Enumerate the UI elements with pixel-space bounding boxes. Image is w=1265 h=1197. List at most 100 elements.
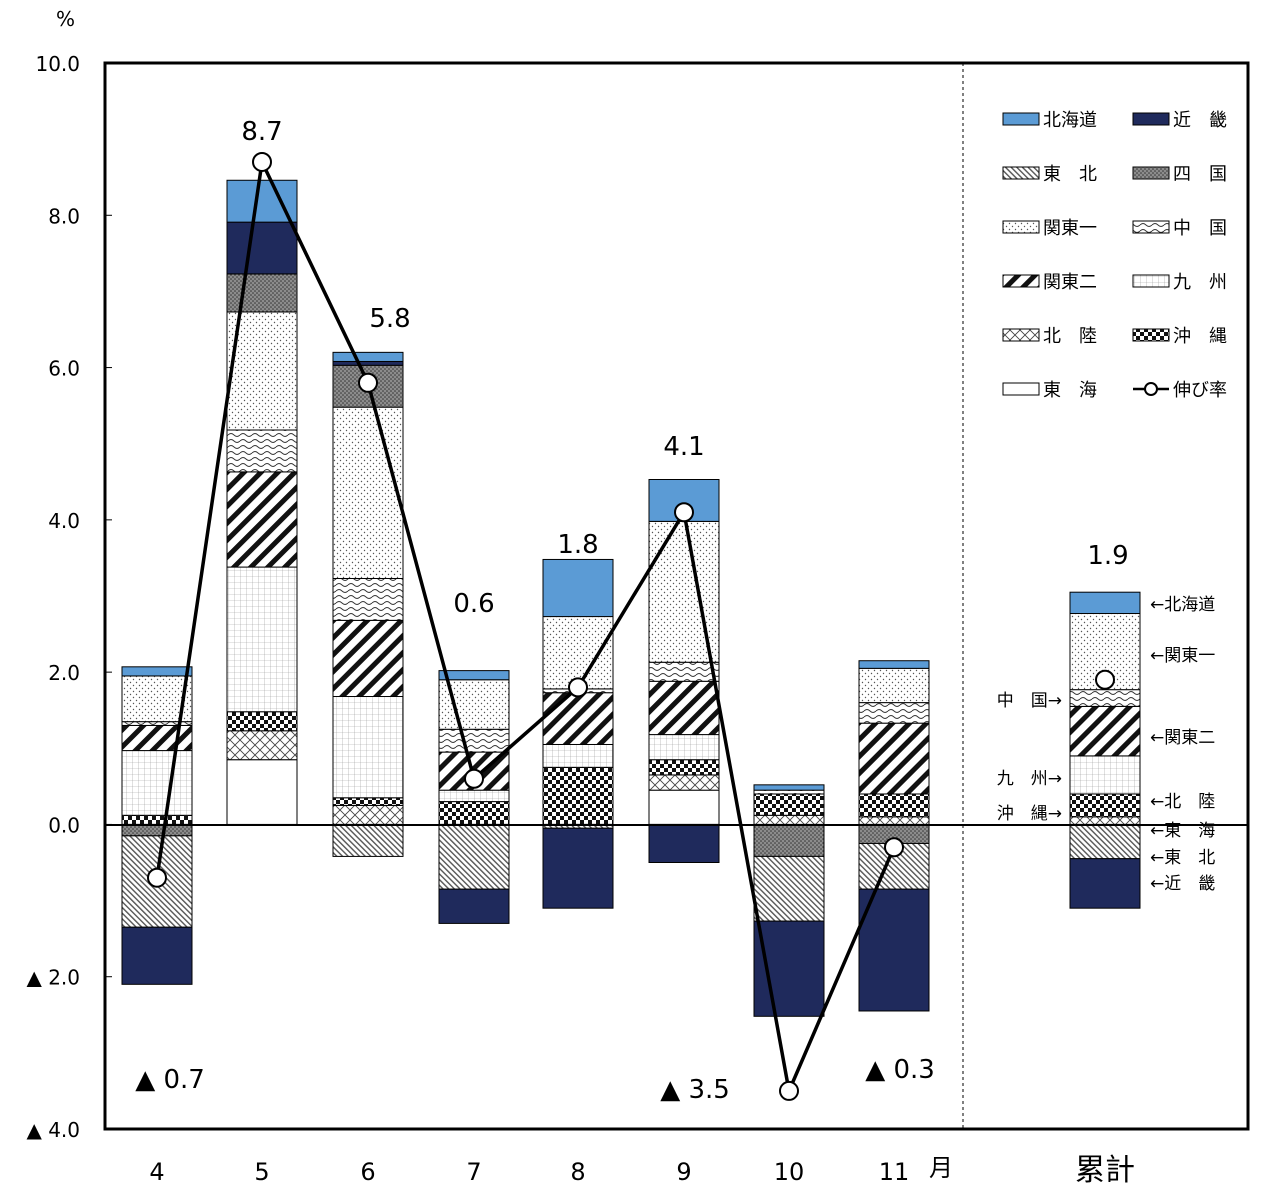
legend-label: 近 畿	[1173, 110, 1227, 131]
x-tick-label: 8	[570, 1158, 585, 1186]
legend-swatch	[1132, 220, 1170, 234]
bar-segment	[332, 619, 404, 698]
legend-swatch	[1002, 166, 1040, 180]
growth-rate-point	[252, 151, 272, 172]
bar-segment	[1069, 816, 1141, 825]
bar-segment	[753, 784, 825, 791]
growth-rate-point	[1095, 669, 1115, 690]
legend-label: 伸び率	[1173, 380, 1227, 401]
growth-rate-point	[674, 502, 694, 523]
bar-segment	[648, 774, 720, 791]
bar-segment	[438, 823, 510, 890]
bar-segment	[858, 816, 930, 825]
bar-segment	[753, 920, 825, 1017]
y-tick-label: 0.0	[48, 813, 80, 837]
bar-segment	[753, 855, 825, 922]
bar-segment	[332, 577, 404, 621]
legend-swatch	[1132, 328, 1170, 342]
cumulative-annotation: ←東 海	[1150, 821, 1215, 841]
y-tick-label: ▲ 2.0	[26, 966, 80, 990]
bar-segment	[648, 680, 720, 736]
data-label: 1.9	[1087, 541, 1128, 571]
bar-segment	[332, 797, 404, 806]
data-label: ▲ 0.3	[865, 1055, 935, 1085]
growth-rate-point	[147, 867, 167, 888]
bar-segment	[858, 667, 930, 704]
bar-segment	[438, 801, 510, 825]
legend-label: 北 陸	[1043, 326, 1097, 347]
bar-segment	[1069, 793, 1141, 818]
growth-rate-point	[779, 1080, 799, 1101]
bar-segment	[1069, 689, 1141, 707]
y-unit-label: %	[56, 7, 75, 31]
legend-swatch	[1002, 328, 1040, 342]
bar-segment	[753, 793, 825, 816]
bar-segment	[1069, 823, 1141, 860]
y-tick-label: 10.0	[35, 52, 80, 76]
bar-segment	[226, 179, 298, 223]
data-label: ▲ 0.7	[135, 1065, 205, 1095]
bar-segment	[332, 351, 404, 362]
x-tick-label: 7	[466, 1158, 481, 1186]
legend-label: 沖 縄	[1173, 326, 1227, 347]
legend-label: 関東一	[1043, 218, 1097, 239]
legend-swatch	[1132, 274, 1170, 288]
bar-segment	[226, 273, 298, 313]
legend-label: 北海道	[1043, 110, 1097, 131]
bar-segment	[542, 827, 614, 909]
bar-segment	[858, 888, 930, 1012]
bar-segment	[648, 734, 720, 761]
bar-segment	[648, 789, 720, 825]
cumulative-annotation: 九 州→	[997, 769, 1062, 789]
y-tick-label: ▲ 4.0	[26, 1118, 80, 1142]
plot-frame	[103, 61, 1250, 1131]
bar-segment	[648, 759, 720, 776]
x-tick-label: 10	[774, 1158, 805, 1186]
y-tick-label: 8.0	[48, 204, 80, 228]
bar-segment	[438, 789, 510, 803]
legend-label: 中 国	[1173, 218, 1227, 239]
bar-segment	[121, 926, 193, 985]
bar-segment	[1069, 705, 1141, 757]
bar-segment	[121, 666, 193, 677]
x-tick-label: 6	[360, 1158, 375, 1186]
bar-segment	[226, 429, 298, 473]
bar-segment	[753, 814, 825, 825]
bar-segment	[332, 804, 404, 825]
bar-segment	[226, 730, 298, 761]
bar-segment	[542, 743, 614, 768]
cumulative-annotation: ←関東一	[1150, 646, 1215, 666]
data-label: 0.6	[453, 589, 494, 619]
bar-segment	[648, 823, 720, 864]
y-tick-label: 6.0	[48, 357, 80, 381]
cumulative-annotation: ←東 北	[1150, 848, 1215, 868]
legend-label: 東 海	[1043, 380, 1097, 401]
x-tick-label: 5	[254, 1158, 269, 1186]
legend-label: 九 州	[1173, 272, 1227, 293]
legend-swatch	[1132, 166, 1170, 180]
bar-segment	[858, 722, 930, 795]
bar-segment	[332, 696, 404, 799]
bar-segment	[753, 823, 825, 857]
legend-swatch	[1002, 274, 1040, 288]
cumulative-annotation: 沖 縄→	[997, 804, 1062, 824]
x-tick-label: 11	[879, 1158, 910, 1186]
bar-segment	[753, 789, 825, 795]
legend-swatch	[1002, 220, 1040, 234]
growth-rate-point	[464, 768, 484, 789]
data-label: 1.8	[557, 530, 598, 560]
bar-segment	[438, 728, 510, 753]
month-suffix-label: 月	[929, 1154, 953, 1182]
bar-segment	[438, 670, 510, 681]
legend-label: 関東二	[1043, 272, 1097, 293]
bar-segment	[121, 750, 193, 816]
bar-segment	[542, 616, 614, 690]
growth-rate-point	[568, 677, 588, 698]
cumulative-annotation: ←関東二	[1150, 728, 1215, 748]
bar-segment	[121, 814, 193, 825]
bar-segment	[332, 360, 404, 366]
bar-segment	[332, 406, 404, 579]
bar-segment	[226, 566, 298, 713]
bar-segment	[121, 724, 193, 752]
y-tick-label: 4.0	[48, 509, 80, 533]
